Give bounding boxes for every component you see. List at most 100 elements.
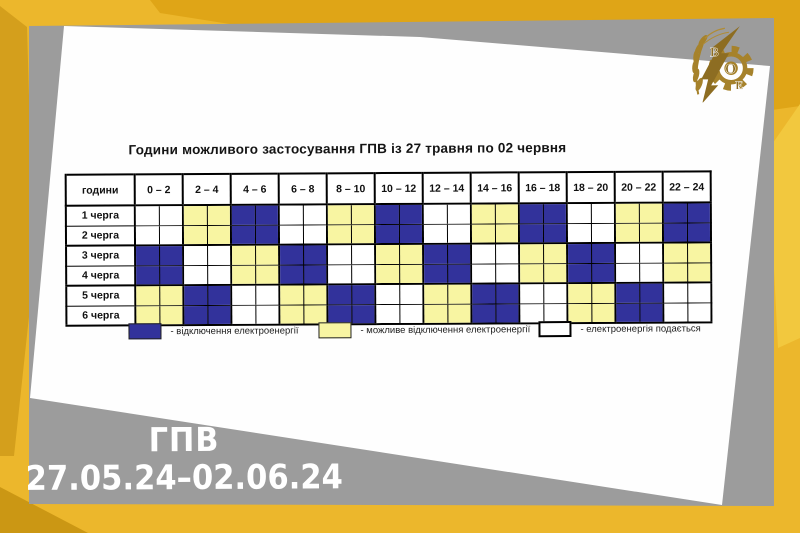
slot-on [231,284,280,305]
slot-on [134,205,183,226]
slot-on [519,283,568,304]
slot-on [183,244,232,266]
slot-off [279,264,328,285]
slot-maybe [663,262,712,283]
legend-swatch-off [128,323,162,340]
slot-off [615,282,664,303]
slot-on [471,243,520,264]
svg-text:Е: Е [735,78,743,92]
slot-maybe [519,243,568,264]
slot-off [374,203,423,225]
svg-text:В: В [710,44,719,59]
legend-label: - електроенергія подається [580,322,701,335]
slot-off [230,224,280,245]
hours-corner-label: години [65,174,135,206]
slot-off [567,242,616,264]
column-header: 16 – 18 [518,172,567,204]
slot-maybe [182,204,231,226]
column-header: 8 – 10 [326,173,375,205]
slot-maybe [231,264,280,285]
slot-on [183,264,232,286]
slot-maybe [519,263,568,284]
row-label: 4 черга [66,265,136,286]
footer-gpv-label: ГПВ [148,419,220,460]
slot-on [134,225,184,246]
svg-text:О: О [725,62,736,77]
slot-on [327,244,376,265]
legend-swatch-on [538,321,572,338]
voe-brand-logo: В О Е [692,26,754,103]
row-label: 2 черга [65,225,136,246]
slot-off [135,265,184,286]
slot-off [279,244,328,265]
slot-on [375,283,424,305]
column-header: 22 – 24 [662,171,711,203]
legend-item-on: - електроенергія подається [538,320,701,338]
slot-on [278,204,327,225]
schedule-title: Години можливого застосування ГПВ із 27 … [128,140,567,158]
column-header: 18 – 20 [566,171,615,204]
row-label: 5 черга [66,285,136,306]
column-header: 10 – 12 [374,172,423,205]
wheat-icon [692,27,729,95]
slot-on [566,222,616,244]
column-header: 12 – 14 [422,172,471,204]
column-header: 2 – 4 [182,173,231,206]
legend-item-off: - відключення електроенергії [128,322,299,340]
footer-date-range: 27.05.24–02.06.24 [25,457,343,499]
slot-on [615,242,664,263]
slot-off [230,204,279,225]
slot-maybe [423,283,472,304]
slot-maybe [614,202,663,223]
slot-off [423,243,472,264]
slot-maybe [182,224,232,246]
slot-off [183,284,232,306]
slot-off [374,223,424,245]
slot-off [327,284,376,305]
slot-maybe [375,243,424,265]
slot-maybe [231,244,280,265]
slot-off [135,245,184,266]
slot-maybe [326,224,376,245]
slot-maybe [470,223,520,244]
column-header: 4 – 6 [230,173,279,205]
column-header: 14 – 16 [470,172,519,204]
slot-maybe [614,222,664,243]
slot-off [567,262,616,284]
slot-off [423,263,472,284]
legend-label: - можливе відключення електроенергії [360,323,531,336]
column-header: 20 – 22 [614,171,663,203]
slot-on [422,203,471,224]
slot-on [663,282,712,303]
legend-swatch-maybe [318,322,352,339]
slot-on [327,264,376,285]
column-header: 0 – 2 [134,174,183,206]
slot-on [422,223,472,244]
slot-maybe [663,242,712,263]
slot-on [278,224,328,245]
slot-maybe [279,284,328,305]
slot-maybe [135,285,184,306]
slot-off [662,202,711,223]
lightning-icon [701,26,740,103]
slot-maybe [567,282,616,304]
legend: - відключення електроенергії - можливе ві… [0,320,800,348]
slot-on [615,262,664,283]
slot-maybe [470,203,519,224]
row-label: 3 черга [66,245,136,266]
column-header: 6 – 8 [278,173,327,205]
slot-off [518,223,568,244]
slot-maybe [326,204,375,225]
slot-on [566,202,615,224]
slot-on [471,263,520,284]
slot-off [471,283,520,304]
legend-label: - відключення електроенергії [170,324,299,337]
legend-item-maybe: - можливе відключення електроенергії [318,321,531,339]
row-label: 1 черга [65,205,135,226]
slot-maybe [375,263,424,285]
slot-off [518,203,567,224]
